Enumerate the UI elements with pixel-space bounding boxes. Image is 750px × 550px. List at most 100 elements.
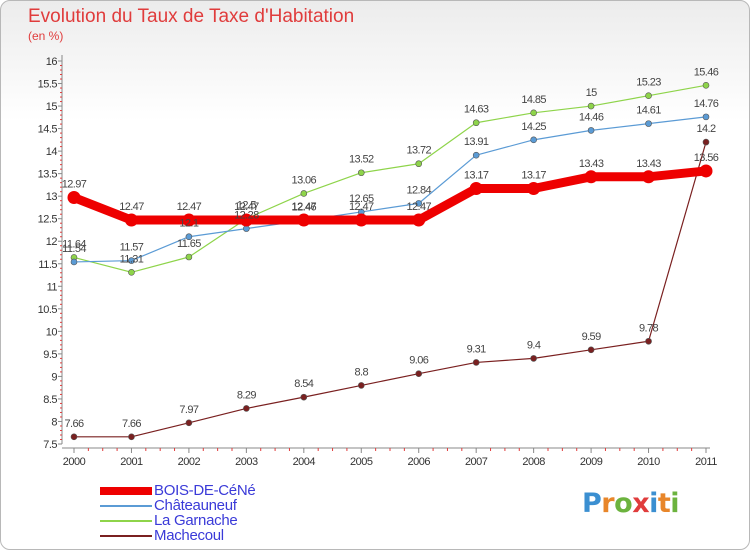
data-point bbox=[642, 170, 656, 184]
legend-swatch bbox=[100, 487, 152, 495]
y-tick-label: 10.5 bbox=[38, 304, 58, 316]
data-label: 11.64 bbox=[62, 238, 86, 250]
unit-label: (en %) bbox=[28, 29, 64, 43]
logo-letter: i bbox=[649, 488, 658, 519]
data-point bbox=[412, 213, 426, 227]
data-label: 11.57 bbox=[120, 242, 144, 254]
data-label: 15.23 bbox=[636, 77, 661, 89]
x-tick-label: 2005 bbox=[350, 456, 373, 468]
data-label: 12.47 bbox=[349, 201, 374, 213]
logo-letter: x bbox=[632, 488, 650, 519]
data-point bbox=[645, 92, 652, 99]
data-point bbox=[124, 213, 138, 227]
data-point bbox=[182, 213, 196, 227]
data-label: 12.5 bbox=[237, 200, 256, 212]
logo-letter: t bbox=[657, 488, 671, 519]
data-point bbox=[530, 136, 537, 144]
data-point bbox=[702, 138, 710, 146]
data-label: 13.43 bbox=[636, 158, 661, 170]
y-tick-label: 14.5 bbox=[38, 124, 58, 136]
data-label: 12.47 bbox=[234, 201, 259, 213]
data-label: 8.8 bbox=[355, 366, 369, 378]
data-point bbox=[702, 82, 710, 89]
data-label: 13.52 bbox=[349, 154, 374, 166]
data-label: 7.66 bbox=[64, 418, 83, 430]
logo-letter: r bbox=[601, 488, 615, 519]
data-label: 9.59 bbox=[582, 331, 601, 343]
y-tick-label: 7.5 bbox=[43, 439, 57, 451]
data-point bbox=[67, 191, 81, 205]
x-tick-label: 2008 bbox=[522, 456, 545, 468]
data-label: 11.65 bbox=[177, 238, 201, 250]
legend-swatch bbox=[100, 520, 152, 522]
data-label: 15.46 bbox=[694, 66, 719, 78]
data-label: 12.47 bbox=[292, 201, 317, 213]
logo-letter: i bbox=[670, 488, 680, 519]
data-label: 13.56 bbox=[694, 152, 719, 164]
data-point bbox=[70, 433, 78, 441]
data-point bbox=[645, 337, 652, 345]
x-tick-label: 2006 bbox=[407, 456, 430, 468]
x-tick-label: 2003 bbox=[235, 456, 258, 468]
legend-label: Châteauneuf bbox=[154, 497, 237, 514]
data-label: 9.06 bbox=[409, 355, 428, 367]
data-label: 13.17 bbox=[464, 170, 489, 182]
data-point bbox=[357, 169, 365, 177]
data-label: 12.1 bbox=[179, 218, 198, 230]
data-label: 14.25 bbox=[521, 121, 546, 133]
proxiti-logo: Proxiti bbox=[582, 488, 680, 519]
x-tick-label: 2009 bbox=[580, 456, 603, 468]
data-label: 13.43 bbox=[579, 158, 604, 170]
data-point bbox=[300, 393, 308, 401]
series-line bbox=[73, 116, 707, 263]
data-point bbox=[587, 346, 595, 354]
data-point bbox=[469, 182, 483, 196]
x-tick-label: 2001 bbox=[120, 456, 143, 468]
data-point bbox=[357, 382, 365, 389]
y-tick-label: 9.5 bbox=[43, 349, 57, 361]
x-tick-label: 2011 bbox=[695, 456, 717, 468]
data-point bbox=[584, 170, 598, 184]
data-label: 12.65 bbox=[349, 193, 374, 205]
chart-title: Evolution du Taux de Taxe d'Habitation bbox=[28, 6, 355, 27]
data-label: 12.28 bbox=[234, 210, 259, 222]
data-point bbox=[702, 113, 710, 121]
data-point bbox=[587, 102, 595, 110]
data-point bbox=[70, 258, 78, 266]
legend-label: BOIS-DE-CéNé bbox=[154, 482, 256, 499]
data-label: 12.97 bbox=[62, 179, 87, 191]
data-point bbox=[128, 257, 135, 264]
data-point bbox=[530, 355, 537, 362]
data-point bbox=[530, 109, 537, 117]
data-label: 11.54 bbox=[62, 243, 86, 255]
data-label: 12.47 bbox=[406, 201, 431, 213]
data-point bbox=[239, 213, 253, 227]
series-line bbox=[73, 84, 707, 273]
data-point bbox=[128, 269, 135, 276]
data-label: 12.46 bbox=[292, 202, 317, 214]
data-label: 13.91 bbox=[464, 136, 489, 148]
y-tick-label: 12.5 bbox=[38, 214, 58, 226]
y-tick-label: 10 bbox=[46, 326, 58, 338]
data-point bbox=[185, 233, 193, 241]
data-point bbox=[587, 127, 595, 134]
data-label: 12.84 bbox=[406, 184, 431, 196]
logo-letter: o bbox=[614, 488, 633, 519]
y-tick-label: 12 bbox=[46, 236, 58, 248]
y-tick-label: 8 bbox=[51, 416, 57, 428]
y-tick-label: 14 bbox=[46, 146, 58, 158]
data-point bbox=[415, 200, 423, 207]
data-label: 13.17 bbox=[521, 170, 546, 182]
data-label: 14.85 bbox=[521, 94, 546, 106]
x-tick-label: 2010 bbox=[637, 456, 660, 468]
x-tick-label: 2007 bbox=[465, 456, 488, 468]
data-label: 12.47 bbox=[177, 201, 202, 213]
data-label: 7.66 bbox=[122, 418, 141, 430]
data-label: 11.31 bbox=[120, 253, 144, 265]
legend-label: Machecoul bbox=[154, 527, 224, 544]
data-label: 14.61 bbox=[636, 105, 661, 117]
x-tick-label: 2004 bbox=[293, 456, 316, 468]
y-tick-label: 13.5 bbox=[38, 169, 58, 181]
data-point bbox=[354, 213, 368, 227]
